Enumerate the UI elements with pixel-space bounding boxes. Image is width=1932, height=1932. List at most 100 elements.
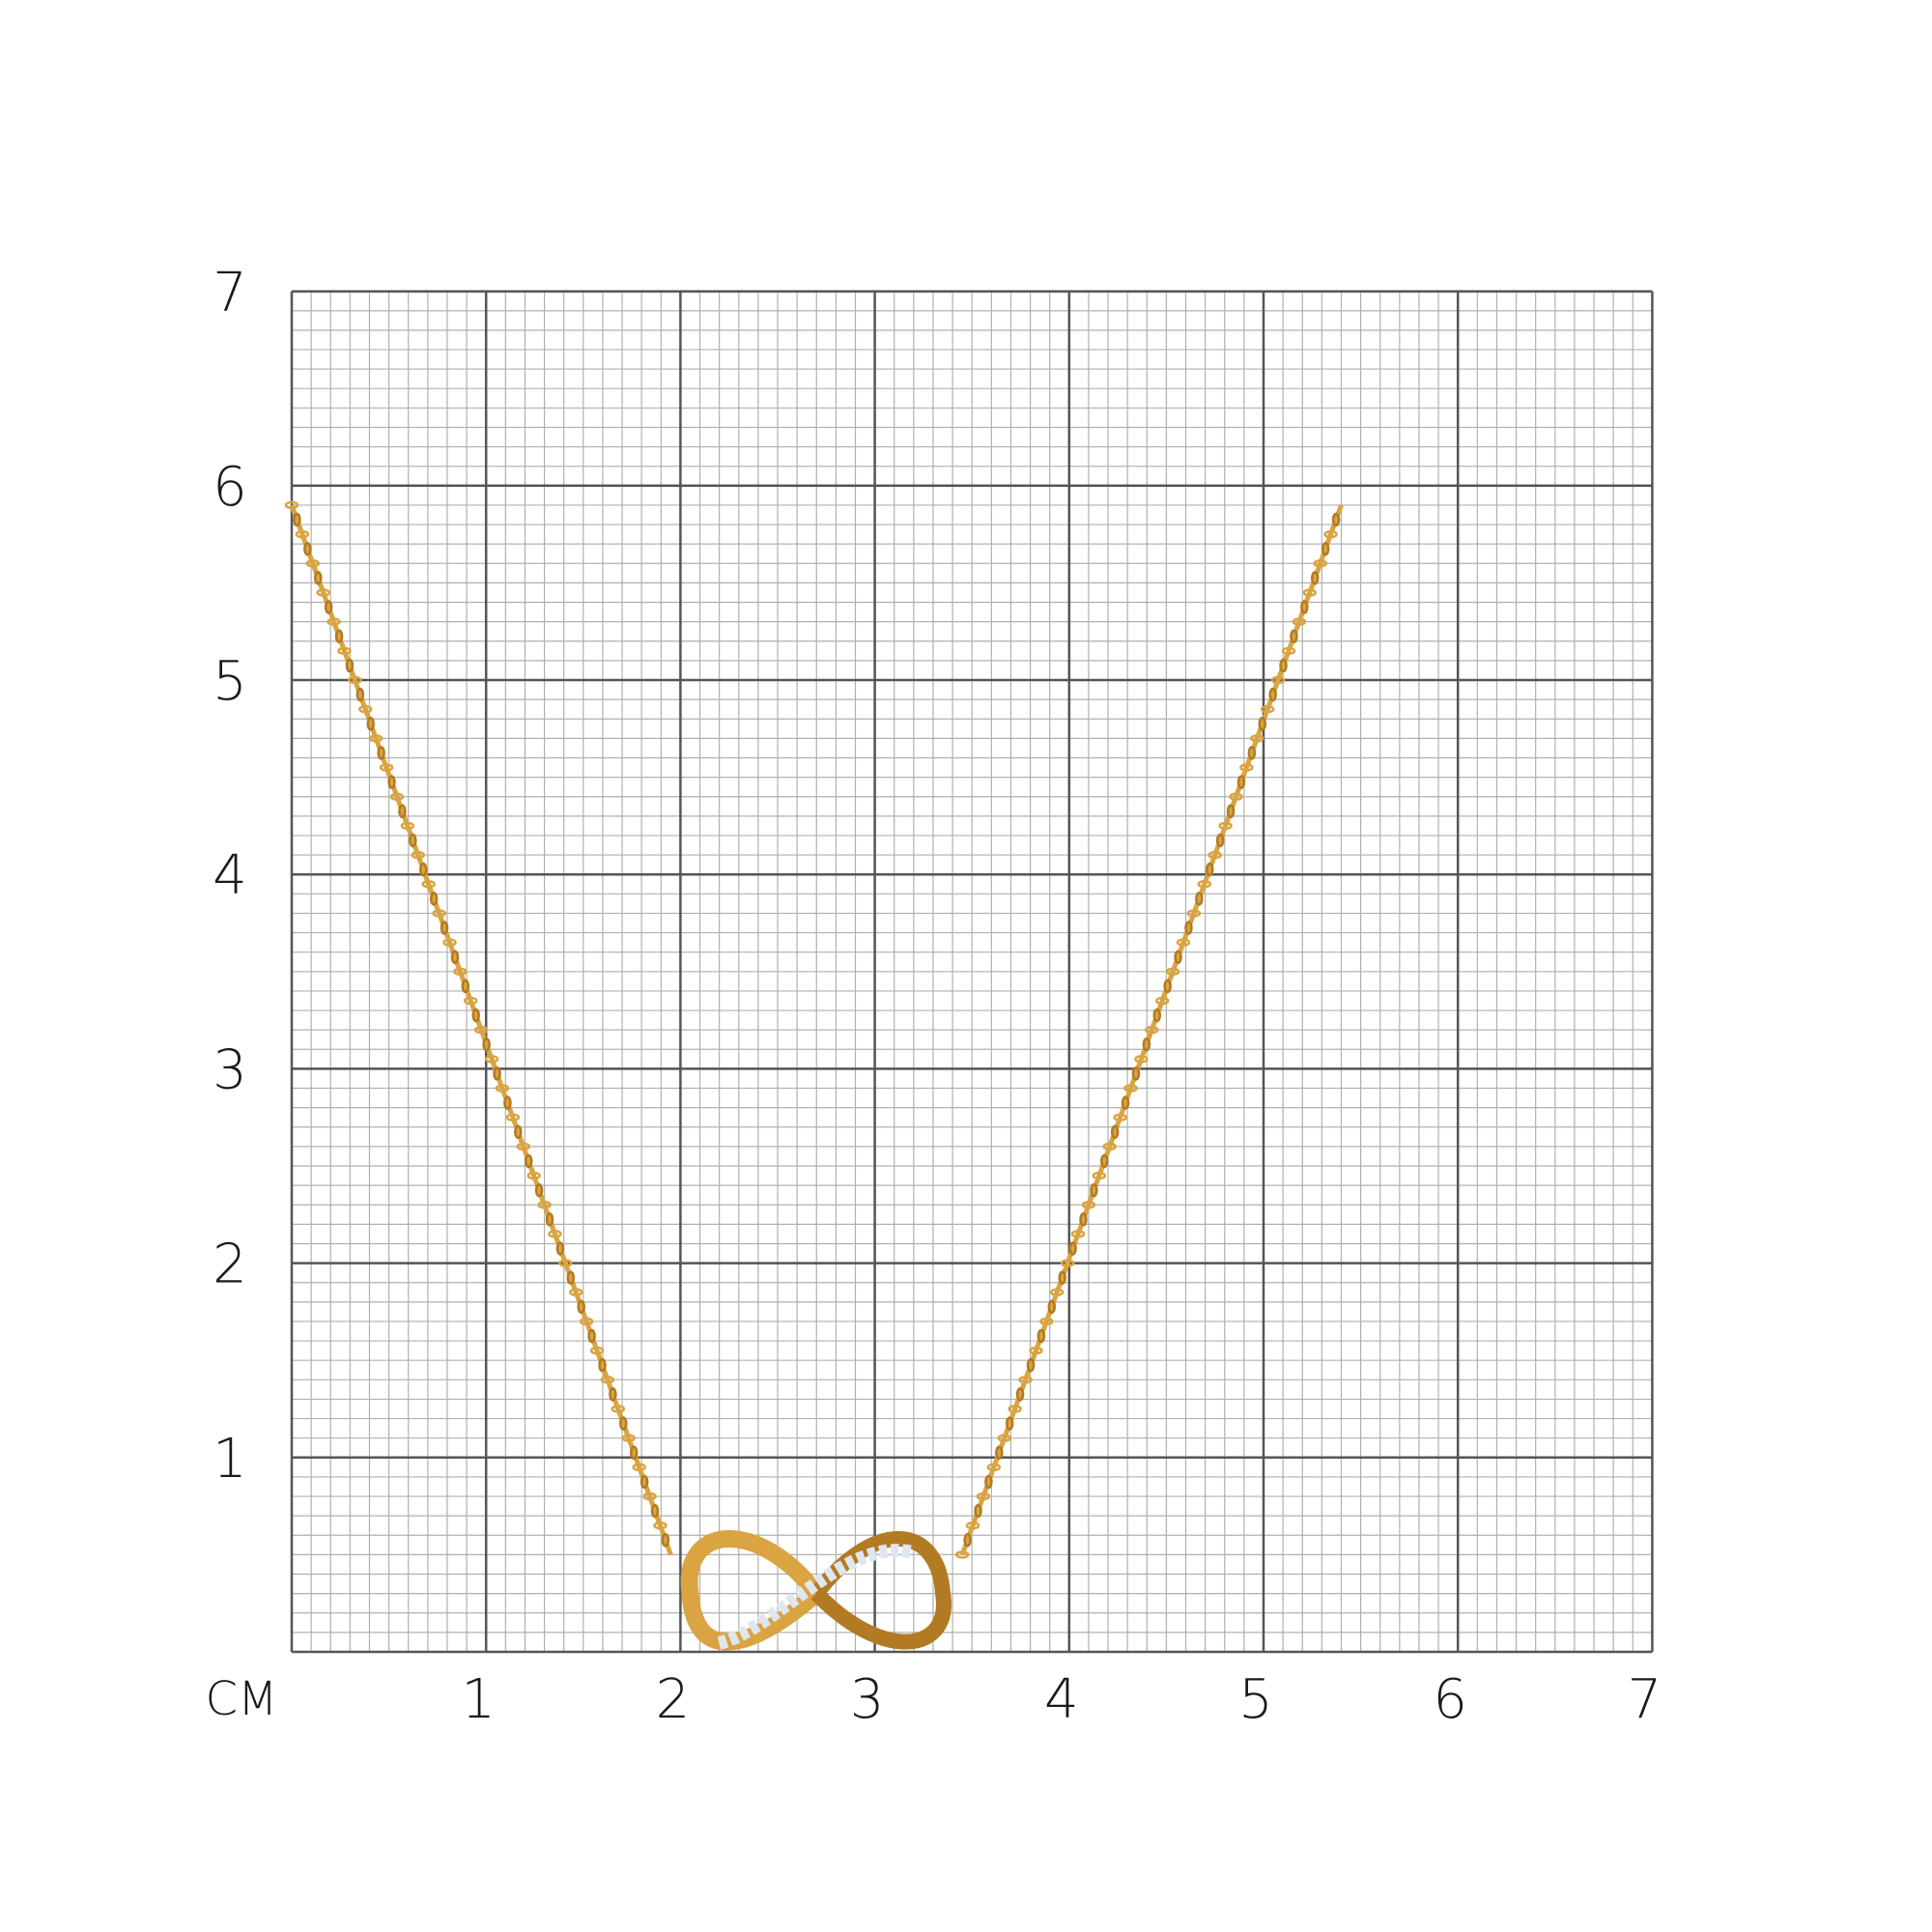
chain-link — [1123, 1084, 1138, 1093]
chain-link — [1165, 967, 1180, 977]
x-tick-label: 7 — [1628, 1668, 1662, 1731]
chain-link — [963, 1533, 972, 1548]
chain-link — [1176, 938, 1191, 947]
chain-link — [537, 1200, 552, 1209]
chain-link — [429, 892, 439, 906]
y-tick-label: 4 — [213, 844, 247, 907]
chain-link — [524, 1153, 533, 1169]
y-tick-label: 7 — [213, 262, 247, 325]
chain-link — [1154, 996, 1170, 1006]
chain-link — [324, 600, 333, 614]
chain-link — [1302, 588, 1318, 597]
infinity-pendant — [680, 1530, 952, 1651]
chain-link — [661, 1533, 670, 1548]
chain-link — [1142, 1037, 1151, 1052]
chain-link — [1300, 600, 1309, 614]
chain-link — [432, 909, 446, 918]
chain-link — [1279, 658, 1288, 673]
chain-link — [400, 821, 415, 831]
chain-link — [453, 967, 468, 977]
chain-link — [1102, 1142, 1117, 1151]
chain-left — [284, 500, 673, 1556]
chain-link — [986, 1463, 1002, 1472]
chain-link — [1079, 1212, 1088, 1227]
major-grid — [290, 290, 1654, 1654]
chain-link — [548, 1230, 562, 1238]
chain-link — [1331, 512, 1341, 527]
chain-link — [1184, 921, 1193, 935]
chain-link — [1134, 1055, 1149, 1064]
chain-link — [619, 1416, 628, 1431]
chain-link — [555, 1241, 565, 1256]
chain-link — [1081, 1200, 1096, 1209]
chain-link — [1239, 763, 1254, 772]
minor-grid — [292, 291, 1653, 1652]
pendant-stones — [717, 1544, 916, 1650]
chain-link — [566, 1270, 576, 1285]
chain-link — [293, 512, 301, 527]
chain-link — [418, 862, 428, 877]
chain-link — [303, 541, 312, 556]
chain-link — [334, 629, 344, 643]
chain-link — [1292, 617, 1307, 626]
chain-link — [1039, 1317, 1054, 1326]
chain-link — [1229, 792, 1243, 801]
chain-link — [421, 880, 436, 889]
chain-link — [345, 658, 355, 673]
chain-link — [1218, 821, 1233, 831]
chain-link — [1015, 1387, 1025, 1402]
chain-link — [337, 646, 352, 656]
chain-link — [1174, 950, 1182, 964]
chain-link — [1068, 1241, 1077, 1256]
chain-link — [514, 1124, 523, 1140]
chain-link — [1226, 804, 1236, 819]
chain-link — [1268, 687, 1277, 702]
chain-link — [348, 675, 362, 685]
chain-link — [1258, 717, 1266, 731]
chain-link — [516, 1142, 531, 1151]
chain-link — [1290, 629, 1298, 643]
chain-link — [632, 1463, 646, 1472]
chain-link — [976, 1492, 991, 1501]
chain-link — [358, 704, 373, 714]
chain-link — [1215, 833, 1225, 848]
chain-link — [1197, 880, 1212, 889]
chain-link — [589, 1346, 605, 1355]
chain-link — [954, 1550, 970, 1559]
chain-link — [377, 746, 385, 760]
chain-link — [1247, 746, 1257, 760]
x-tick-label: 4 — [1044, 1668, 1079, 1731]
chain-line — [289, 504, 673, 1556]
x-tick-label: 6 — [1433, 1668, 1467, 1731]
chain-link — [1152, 1008, 1162, 1023]
x-tick-label: 5 — [1238, 1668, 1273, 1731]
y-tick-label: 2 — [213, 1234, 247, 1296]
chain-link — [1131, 1066, 1141, 1081]
chain-link — [440, 921, 449, 935]
chain-link — [1313, 559, 1327, 568]
chain-link — [484, 1055, 499, 1064]
chain-line — [959, 504, 1344, 1556]
chain-link — [587, 1328, 596, 1344]
pendant-left-loop — [680, 1530, 824, 1651]
chain-link — [1321, 541, 1330, 556]
chain-link — [1260, 704, 1275, 714]
chain-link — [579, 1317, 594, 1326]
chain-link — [1058, 1270, 1066, 1285]
chain-link — [327, 617, 341, 626]
chain-link — [545, 1212, 554, 1227]
chain-right — [954, 504, 1344, 1559]
chain-link — [569, 1288, 583, 1297]
chain-link — [1026, 1357, 1036, 1373]
chain-link — [1163, 979, 1172, 994]
chain-link — [1110, 1124, 1120, 1140]
chain-link — [1206, 862, 1214, 877]
chain-link — [600, 1376, 615, 1384]
chain-link — [965, 1520, 980, 1530]
chain-link — [313, 571, 323, 585]
chain-link — [442, 938, 457, 947]
chain-link — [1113, 1113, 1127, 1122]
chain-link — [1270, 675, 1286, 685]
